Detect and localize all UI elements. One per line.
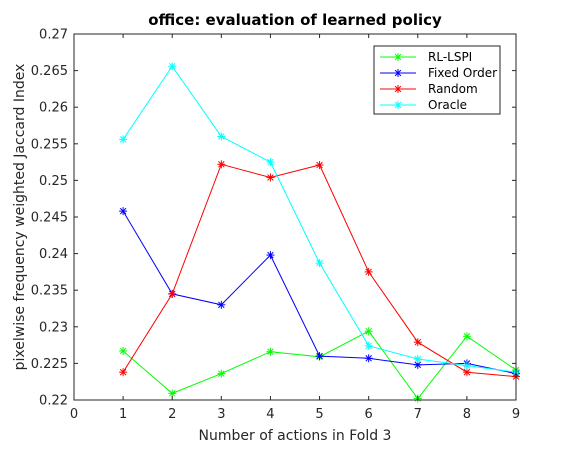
- data-point-fixed-order: [119, 207, 128, 216]
- data-point-oracle: [168, 62, 177, 71]
- y-tick-label: 0.25: [39, 174, 68, 189]
- x-tick-label: 7: [414, 407, 422, 422]
- x-tick-label: 0: [70, 407, 78, 422]
- y-tick-label: 0.255: [31, 137, 68, 152]
- data-point-fixed-order: [217, 300, 226, 309]
- x-tick-label: 1: [119, 407, 127, 422]
- y-tick-label: 0.26: [39, 101, 68, 116]
- data-point-oracle: [315, 259, 324, 268]
- y-tick-label: 0.245: [31, 211, 68, 226]
- data-point-random: [364, 267, 373, 276]
- data-point-fixed-order: [315, 352, 324, 361]
- legend-marker-random: [394, 85, 402, 93]
- data-point-oracle: [119, 135, 128, 144]
- legend-label-oracle: Oracle: [428, 98, 467, 112]
- y-tick-label: 0.235: [31, 284, 68, 299]
- x-tick-label: 9: [512, 407, 520, 422]
- y-axis-label: pixelwise frequency weighted Jaccard Ind…: [12, 64, 28, 371]
- x-tick-label: 6: [365, 407, 373, 422]
- data-point-fixed-order: [266, 251, 275, 260]
- data-point-random: [413, 338, 422, 347]
- data-point-fixed-order: [364, 354, 373, 363]
- legend-label-rl-lspi: RL-LSPI: [428, 50, 472, 64]
- data-point-rl-lspi: [364, 327, 373, 336]
- data-point-random: [119, 368, 128, 377]
- y-tick-label: 0.22: [39, 394, 68, 409]
- data-point-rl-lspi: [462, 332, 471, 341]
- y-tick-label: 0.265: [31, 64, 68, 79]
- x-axis-label: Number of actions in Fold 3: [199, 428, 392, 444]
- x-tick-label: 5: [315, 407, 323, 422]
- data-point-oracle: [217, 132, 226, 141]
- data-point-random: [266, 173, 275, 182]
- y-tick-label: 0.225: [31, 357, 68, 372]
- y-tick-label: 0.24: [39, 247, 68, 262]
- data-point-oracle: [462, 361, 471, 370]
- data-point-rl-lspi: [266, 347, 275, 356]
- legend-marker-oracle: [394, 101, 402, 109]
- chart-title: office: evaluation of learned policy: [148, 11, 442, 29]
- data-point-random: [217, 160, 226, 169]
- x-tick-label: 2: [168, 407, 176, 422]
- x-tick-label: 3: [217, 407, 225, 422]
- ticks-layer: 0 1 2 3 4 5 6 7 8 9 0.22 0.225 0.23 0.235 0.24 0.245 0.2…: [31, 28, 520, 423]
- legend-label-fixed-order: Fixed Order: [428, 66, 497, 80]
- legend-label-random: Random: [428, 82, 478, 96]
- x-tick-label: 8: [463, 407, 471, 422]
- y-tick-label: 0.23: [39, 320, 68, 335]
- data-point-random: [168, 289, 177, 298]
- legend-marker-rl-lspi: [394, 53, 402, 61]
- legend-marker-fixed-order: [394, 69, 402, 77]
- x-tick-label: 4: [266, 407, 274, 422]
- data-point-oracle: [266, 158, 275, 167]
- y-tick-label: 0.27: [39, 28, 68, 43]
- data-point-rl-lspi: [119, 346, 128, 355]
- legend: RL-LSPI Fixed Order Random Oracle: [373, 45, 501, 115]
- data-point-random: [315, 161, 324, 170]
- data-point-oracle: [413, 355, 422, 364]
- data-point-rl-lspi: [217, 369, 226, 378]
- data-point-oracle: [364, 341, 373, 350]
